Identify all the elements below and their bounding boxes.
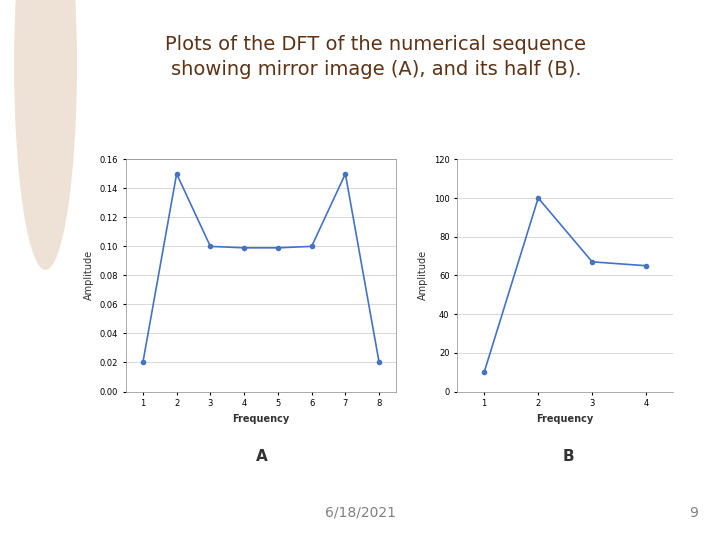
Text: Plots of the DFT of the numerical sequence
showing mirror image (A), and its hal: Plots of the DFT of the numerical sequen… bbox=[166, 35, 586, 79]
Text: 6/18/2021: 6/18/2021 bbox=[325, 506, 395, 520]
Y-axis label: Amplitude: Amplitude bbox=[418, 251, 428, 300]
X-axis label: Frequency: Frequency bbox=[536, 414, 594, 424]
Text: B: B bbox=[563, 449, 575, 464]
Y-axis label: Amplitude: Amplitude bbox=[84, 251, 94, 300]
Text: A: A bbox=[256, 449, 267, 464]
X-axis label: Frequency: Frequency bbox=[233, 414, 289, 424]
Circle shape bbox=[14, 0, 77, 270]
Text: 9: 9 bbox=[690, 506, 698, 520]
